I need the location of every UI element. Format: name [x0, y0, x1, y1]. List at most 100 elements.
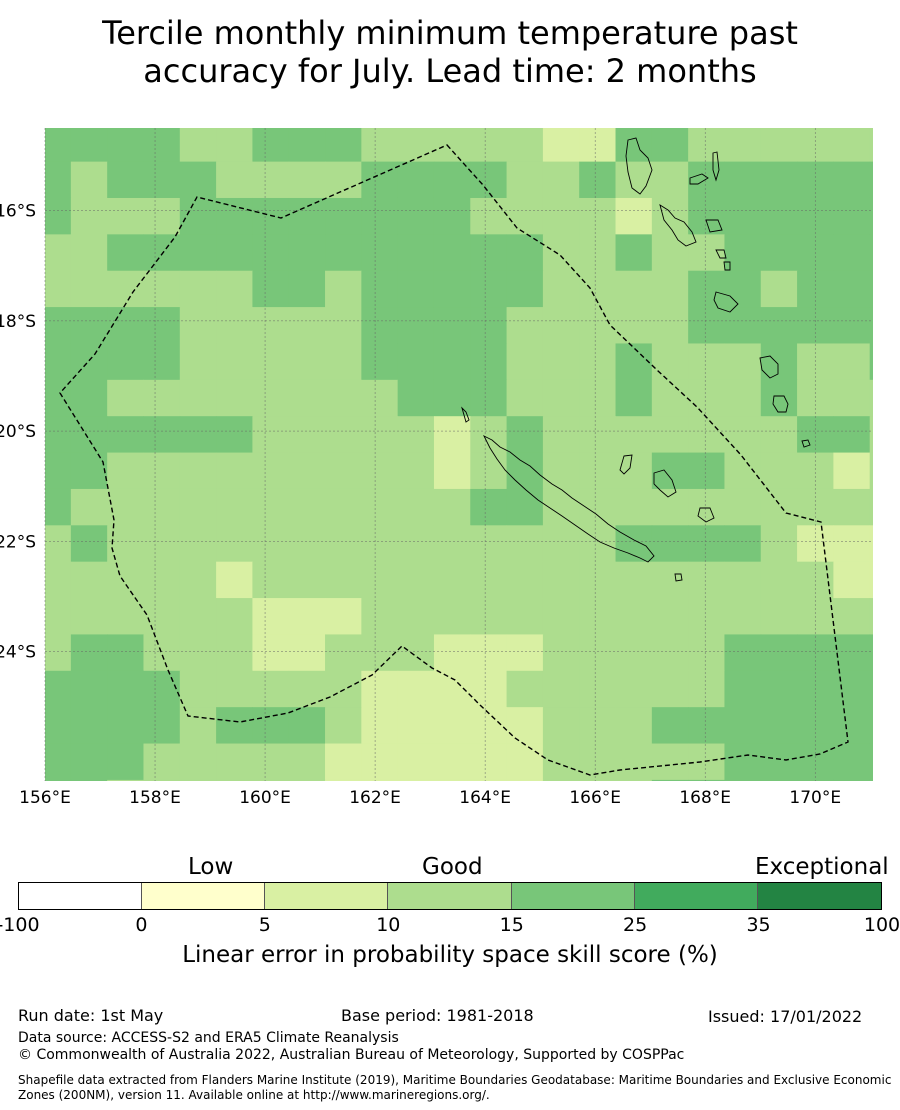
colorbar-segment [265, 883, 389, 909]
longitude-label: 160°E [239, 788, 291, 808]
skill-cell [579, 234, 617, 272]
skill-cell [869, 488, 873, 526]
skill-cell [688, 416, 725, 454]
skill-cell [651, 128, 689, 163]
skill-cell [651, 307, 689, 344]
skill-cell [433, 197, 471, 235]
skill-cell [70, 270, 108, 308]
skill-cell [216, 452, 253, 490]
longitude-label: 170°E [789, 788, 841, 808]
skill-cell [252, 234, 290, 272]
skill-cell [252, 525, 290, 563]
skill-cell [288, 379, 326, 417]
skill-cell [615, 634, 653, 672]
longitude-label: 164°E [459, 788, 511, 808]
skill-cell [252, 779, 290, 781]
skill-cell [143, 379, 181, 417]
skill-cell [107, 343, 144, 381]
skill-cell [470, 488, 508, 526]
skill-cell [0, 343, 35, 380]
skill-cell [470, 270, 508, 308]
skill-cell [45, 379, 72, 417]
skill-cell [143, 270, 181, 308]
skill-cell [45, 416, 72, 454]
skill-cell [0, 744, 35, 781]
skill-cell [470, 379, 508, 417]
walpole-island [674, 573, 683, 582]
shapefile-credit: Shapefile data extracted from Flanders M… [18, 1073, 892, 1102]
skill-cell [615, 307, 653, 344]
skill-cell [397, 416, 435, 454]
skill-cell [143, 634, 181, 672]
ouvea-island [619, 454, 633, 475]
skill-cell [579, 161, 617, 199]
skill-cell [179, 598, 217, 635]
espiritu-santo-island [625, 137, 653, 195]
skill-cell [579, 525, 617, 563]
skill-cell [325, 488, 362, 526]
skill-cell [760, 634, 798, 672]
colorbar-tick-label: -100 [0, 914, 40, 936]
skill-cell [361, 598, 399, 635]
skill-cell [688, 452, 725, 490]
shepherd-islands [715, 249, 731, 271]
erromango-island [759, 355, 779, 379]
skill-cell [45, 488, 72, 526]
skill-cell [579, 561, 617, 599]
skill-cell [506, 488, 544, 526]
skill-cell [542, 452, 580, 490]
skill-cell [179, 561, 217, 599]
lifou-island [653, 469, 677, 498]
skill-cell [833, 598, 871, 635]
skill-cell [179, 197, 217, 235]
skill-cell [70, 128, 108, 163]
skill-cell [325, 598, 362, 635]
latitude-labels: 16°S 18°S 20°S 22°S 24°S [0, 202, 36, 663]
skill-cell [651, 161, 689, 199]
latitude-label: 18°S [0, 312, 36, 332]
skill-cell [615, 707, 653, 745]
skill-cell [542, 234, 580, 272]
skill-cell [70, 488, 108, 526]
chart-title: Tercile monthly minimum temperature past… [0, 14, 900, 90]
belep-island [461, 406, 470, 423]
skill-cell [688, 598, 725, 635]
skill-cell [433, 598, 471, 635]
skill-cell [288, 743, 326, 781]
skill-cell [433, 488, 471, 526]
skill-cell [143, 234, 181, 272]
skill-cell [45, 634, 72, 672]
skill-cell [833, 743, 871, 781]
skill-cell [579, 128, 617, 163]
skill-cell [724, 234, 762, 272]
skill-cell [216, 743, 253, 781]
skill-cell [433, 707, 471, 745]
skill-cell [252, 128, 290, 163]
skill-cell [579, 670, 617, 708]
skill-cell [433, 234, 471, 272]
skill-cell [688, 743, 725, 781]
skill-cell [760, 598, 798, 635]
skill-cell [615, 488, 653, 526]
skill-cell [506, 561, 544, 599]
skill-cell [869, 161, 873, 199]
skill-cell [724, 197, 762, 235]
skill-cell [0, 671, 35, 708]
maewo-island [689, 173, 709, 185]
skill-cell [651, 670, 689, 708]
skill-cell [288, 561, 326, 599]
skill-cell [45, 561, 72, 599]
skill-cell [0, 707, 35, 744]
colorbar-tick-label: 10 [376, 914, 401, 936]
skill-cell [361, 707, 399, 745]
skill-cell [45, 670, 72, 708]
skill-cell [70, 743, 108, 781]
skill-cell [506, 161, 544, 199]
skill-map: 156°E 158°E 160°E 162°E 164°E 166°E 168°E 170°E… [0, 128, 873, 808]
skill-cell [688, 707, 725, 745]
skill-cell [615, 270, 653, 308]
skill-cell [651, 197, 689, 235]
skill-cell [361, 488, 399, 526]
skill-cell [833, 128, 871, 163]
skill-cell [651, 634, 689, 672]
